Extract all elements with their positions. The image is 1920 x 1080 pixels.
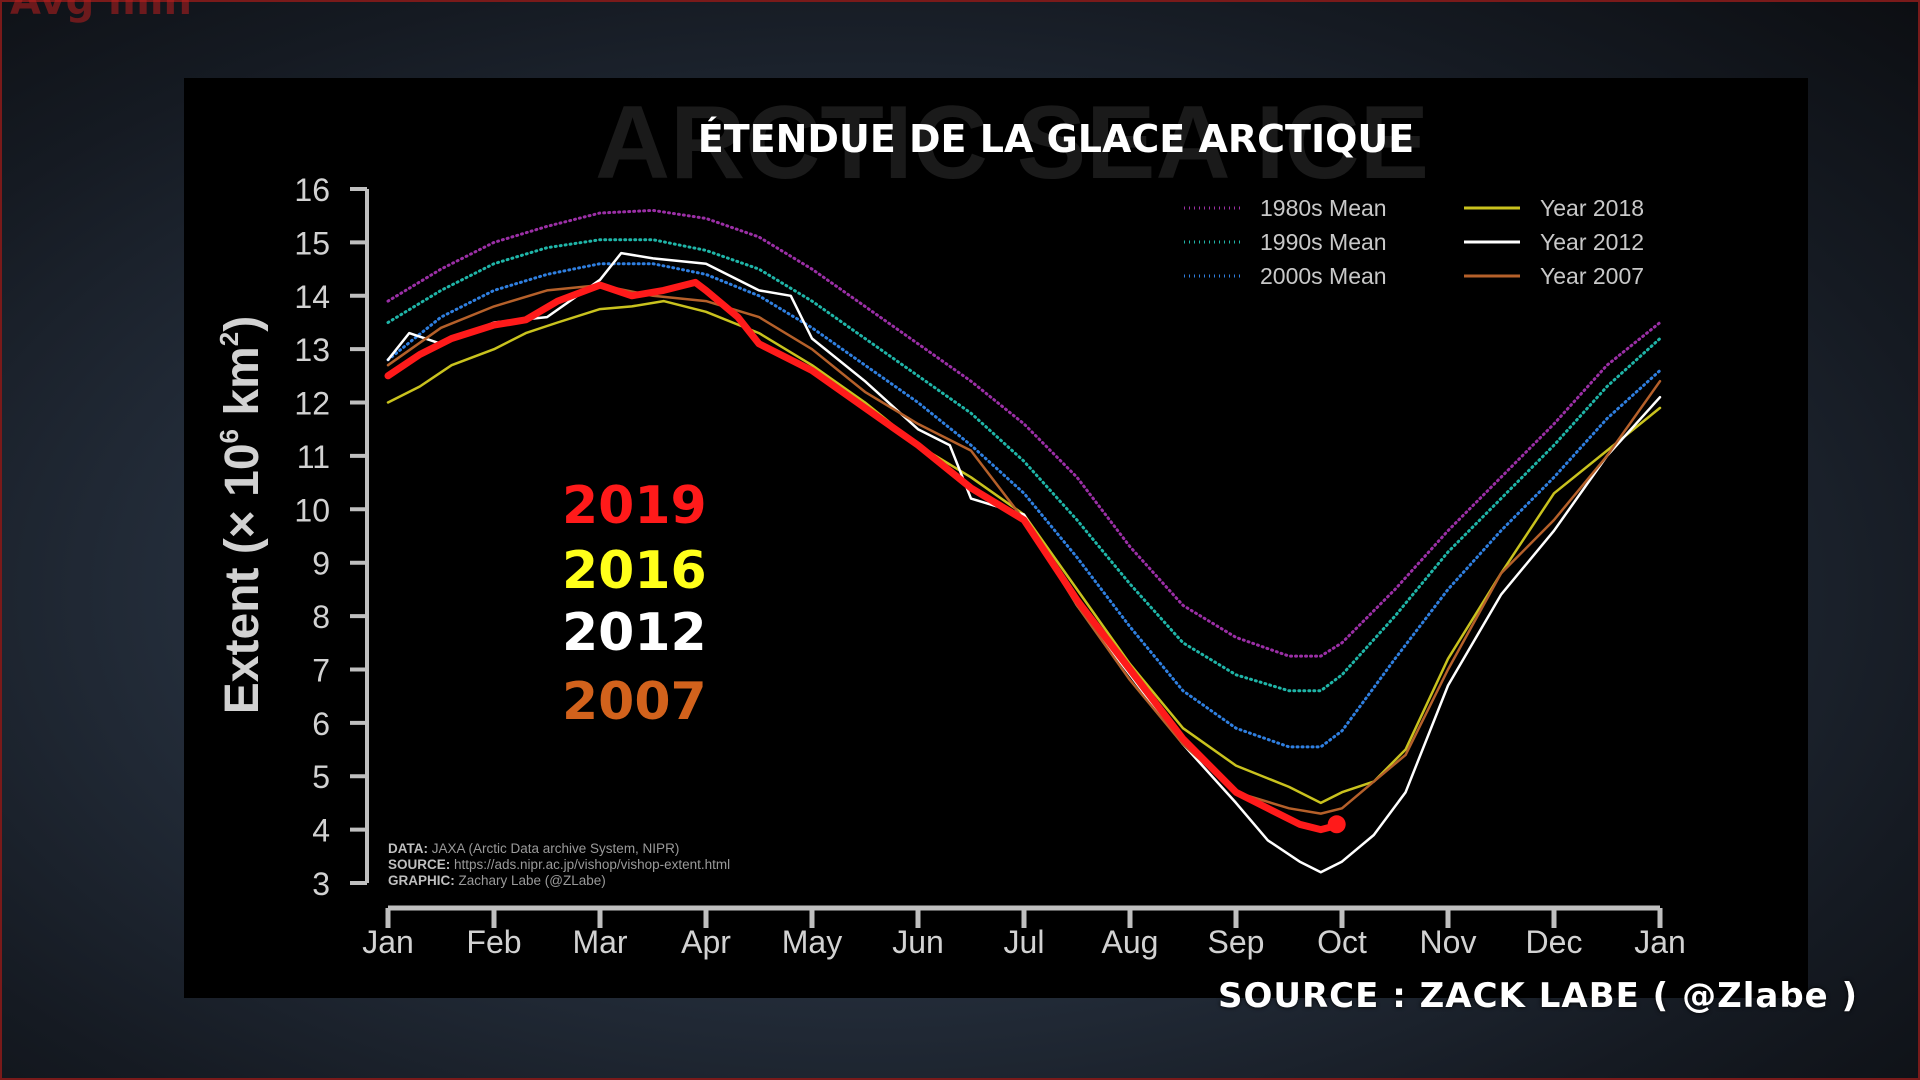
chart-title: ÉTENDUE DE LA GLACE ARCTIQUE bbox=[698, 117, 1414, 161]
source-note: SOURCE: https://ads.nipr.ac.jp/vishop/vi… bbox=[388, 857, 730, 872]
y-tick-label: 9 bbox=[312, 546, 330, 582]
x-tick-label: Feb bbox=[466, 924, 521, 960]
y-tick-label: 6 bbox=[312, 706, 330, 742]
x-tick-label: Jun bbox=[892, 924, 944, 960]
series-line-1980s-mean bbox=[386, 208, 1662, 658]
year-label-2012: 2012 bbox=[562, 603, 707, 663]
chart-ghost-title: ARCTIC SEA ICE bbox=[595, 85, 1429, 201]
x-axis: Jan Feb Mar Apr May Jun Jul Aug Sep Oct Nov Dec Jan bbox=[362, 905, 1686, 960]
x-tick-label: Mar bbox=[572, 924, 627, 960]
series-line-2000s-mean bbox=[386, 262, 1662, 749]
series-line-1990s-mean bbox=[386, 238, 1662, 693]
x-tick-label: Oct bbox=[1317, 924, 1367, 960]
y-tick-label: 8 bbox=[312, 599, 330, 635]
source-credit: SOURCE : ZACK LABE ( @Zlabe ) bbox=[1218, 976, 1859, 1016]
y-tick-label: 4 bbox=[312, 813, 330, 849]
x-tick-label: Sep bbox=[1208, 924, 1265, 960]
background-overlay-text: Avg min bbox=[10, 0, 193, 24]
legend-label: Year 2012 bbox=[1540, 229, 1644, 255]
legend-label: Year 2007 bbox=[1540, 263, 1644, 289]
data-source-notes: DATA: JAXA (Arctic Data archive System, … bbox=[388, 841, 730, 888]
x-tick-label: Nov bbox=[1420, 924, 1477, 960]
x-tick-label: Apr bbox=[681, 924, 731, 960]
y-tick-label: 13 bbox=[294, 332, 330, 368]
y-tick-label: 10 bbox=[294, 492, 330, 528]
y-tick-label: 12 bbox=[294, 386, 330, 422]
series-2019-endpoint bbox=[1327, 815, 1346, 834]
source-note: DATA: JAXA (Arctic Data archive System, … bbox=[388, 841, 679, 856]
source-note: GRAPHIC: Zachary Labe (@ZLabe) bbox=[388, 873, 606, 888]
y-tick-label: 7 bbox=[312, 652, 330, 688]
year-label-2007: 2007 bbox=[562, 672, 707, 732]
series-line-year-2018 bbox=[386, 299, 1662, 805]
y-axis-label: Extent (× 106 km2) bbox=[214, 316, 269, 714]
legend-label: Year 2018 bbox=[1540, 195, 1644, 221]
legend-label: 1990s Mean bbox=[1260, 229, 1387, 255]
y-axis: 3 4 5 6 7 8 9 10 11 12 13 14 15 16 bbox=[294, 172, 369, 902]
year-label-2019: 2019 bbox=[562, 476, 707, 536]
year-label-2016: 2016 bbox=[562, 541, 707, 601]
x-tick-label: Jan bbox=[1634, 924, 1686, 960]
y-tick-label: 14 bbox=[294, 279, 330, 315]
x-tick-label: Dec bbox=[1526, 924, 1583, 960]
y-tick-label: 11 bbox=[297, 439, 330, 475]
y-tick-label: 3 bbox=[312, 866, 330, 902]
series-layer bbox=[384, 208, 1662, 874]
y-tick-label: 5 bbox=[312, 759, 330, 795]
legend-label: 2000s Mean bbox=[1260, 263, 1387, 289]
arctic-sea-ice-chart: ARCTIC SEA ICE ÉTENDUE DE LA GLACE ARCTI… bbox=[214, 85, 1686, 960]
y-tick-label: 16 bbox=[294, 172, 330, 208]
legend-label: 1980s Mean bbox=[1260, 195, 1387, 221]
x-tick-label: Jul bbox=[1004, 924, 1045, 960]
x-tick-label: May bbox=[782, 924, 842, 960]
series-line-2019 bbox=[384, 278, 1341, 834]
chart-panel: ARCTIC SEA ICE ÉTENDUE DE LA GLACE ARCTI… bbox=[184, 78, 1808, 998]
x-tick-label: Aug bbox=[1102, 924, 1159, 960]
y-tick-label: 15 bbox=[294, 225, 330, 261]
legend: 1980s Mean 1990s Mean 2000s Mean Year 2018 Y… bbox=[1184, 195, 1644, 289]
x-tick-label: Jan bbox=[362, 924, 414, 960]
